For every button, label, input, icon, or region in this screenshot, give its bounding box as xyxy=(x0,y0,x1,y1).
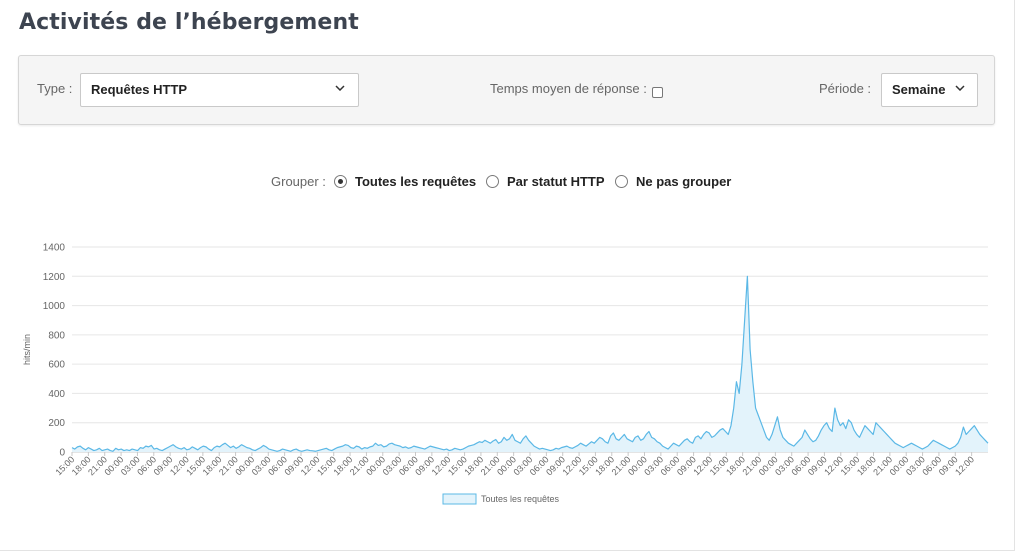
radio-all-requests-label[interactable]: Toutes les requêtes xyxy=(355,174,477,189)
radio-by-http-status-label[interactable]: Par statut HTTP xyxy=(507,174,605,189)
radio-no-grouping-label[interactable]: Ne pas grouper xyxy=(636,174,732,189)
radio-all-requests[interactable] xyxy=(334,175,347,188)
y-tick-label: 1000 xyxy=(43,301,66,312)
series-line xyxy=(71,275,989,452)
type-label: Type : xyxy=(37,81,73,96)
y-tick-label: 1200 xyxy=(43,272,66,283)
requests-chart: 0200400600800100012001400hits/min15:0018… xyxy=(22,243,989,505)
chevron-down-icon xyxy=(955,85,965,91)
y-tick-label: 0 xyxy=(59,448,65,459)
y-tick-label: 800 xyxy=(48,330,65,341)
radio-no-grouping[interactable] xyxy=(615,175,628,188)
y-tick-label: 600 xyxy=(48,360,65,371)
y-tick-label: 400 xyxy=(48,389,65,400)
legend-swatch xyxy=(442,493,477,505)
response-time-label: Temps moyen de réponse : xyxy=(490,81,647,96)
period-label: Période : xyxy=(819,81,872,96)
type-select-value: Requêtes HTTP xyxy=(91,82,188,97)
filter-bar: Type : Requêtes HTTP Temps moyen de répo… xyxy=(18,55,995,125)
y-axis-label: hits/min xyxy=(22,334,32,365)
legend-label: Toutes les requêtes xyxy=(481,494,560,504)
period-select-value: Semaine xyxy=(892,82,946,97)
type-select[interactable]: Requêtes HTTP xyxy=(80,73,359,107)
grouping-options: Grouper : Toutes les requêtes Par statut… xyxy=(0,173,1015,193)
period-select[interactable]: Semaine xyxy=(881,73,978,107)
x-tick-label: 12:00 xyxy=(953,454,976,477)
response-time-checkbox[interactable] xyxy=(652,87,663,98)
y-tick-label: 200 xyxy=(48,418,65,429)
chevron-down-icon xyxy=(335,85,345,91)
page-title: Activités de l’hébergement xyxy=(19,10,359,35)
y-tick-label: 1400 xyxy=(43,243,66,254)
grouping-label: Grouper : xyxy=(271,174,326,189)
radio-by-http-status[interactable] xyxy=(486,175,499,188)
